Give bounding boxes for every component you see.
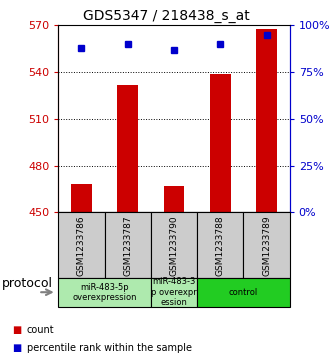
Bar [256,29,277,212]
Text: control: control [229,288,258,297]
Text: ■: ■ [12,325,21,335]
Bar [210,74,231,212]
Text: GSM1233788: GSM1233788 [216,215,225,276]
Text: miR-483-5p
overexpression: miR-483-5p overexpression [72,282,137,302]
Text: GDS5347 / 218438_s_at: GDS5347 / 218438_s_at [83,9,250,23]
Text: GSM1233789: GSM1233789 [262,215,271,276]
Text: GSM1233786: GSM1233786 [77,215,86,276]
Text: protocol: protocol [2,277,53,290]
Text: GSM1233790: GSM1233790 [169,215,178,276]
Text: percentile rank within the sample: percentile rank within the sample [27,343,191,354]
Bar [71,184,92,212]
Text: miR-483-3
p overexpr
ession: miR-483-3 p overexpr ession [151,277,197,307]
Bar [164,186,184,212]
Bar [117,85,138,212]
Text: GSM1233787: GSM1233787 [123,215,132,276]
Text: ■: ■ [12,343,21,354]
Text: count: count [27,325,54,335]
